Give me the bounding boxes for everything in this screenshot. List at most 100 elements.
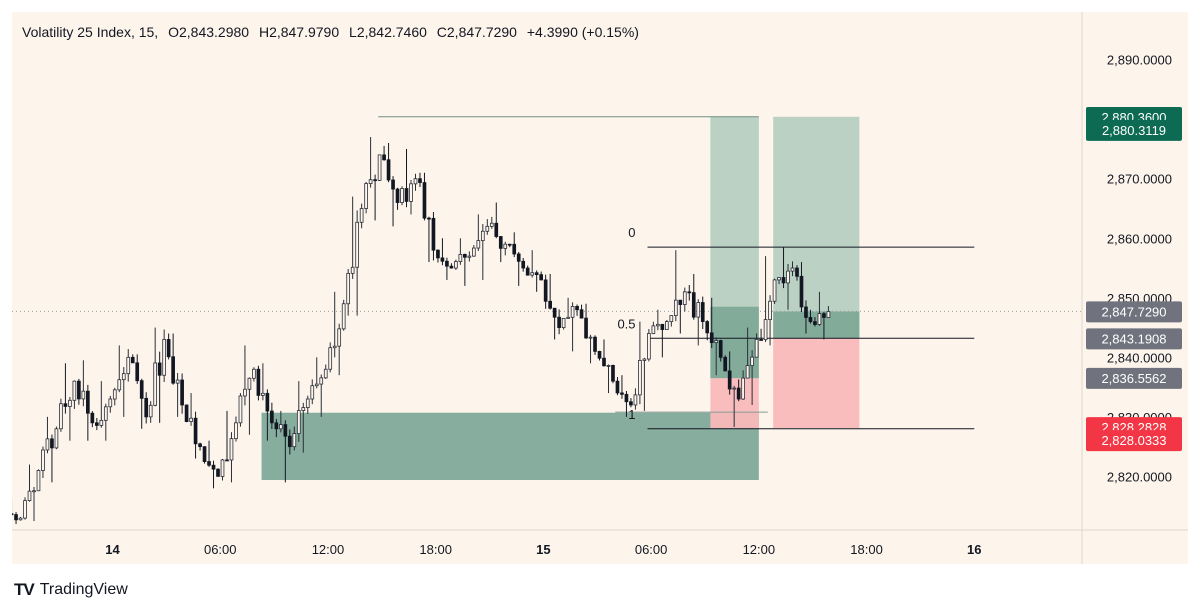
legend-symbol[interactable]: Volatility 25 Index, 15, bbox=[22, 24, 159, 40]
candle-body bbox=[611, 364, 615, 382]
candle-body bbox=[373, 179, 377, 182]
candle-body bbox=[808, 317, 813, 323]
candle-body bbox=[202, 446, 207, 462]
candle-body bbox=[364, 183, 368, 209]
candle-body bbox=[588, 336, 593, 339]
candle-body bbox=[485, 225, 490, 232]
candle-body bbox=[561, 317, 566, 328]
candle-body bbox=[552, 307, 557, 318]
candle-body bbox=[489, 222, 494, 227]
candle-body bbox=[660, 323, 665, 330]
candle-body bbox=[148, 404, 153, 418]
candle-body bbox=[287, 435, 292, 448]
candle-body bbox=[36, 470, 41, 492]
candle-body bbox=[296, 410, 301, 435]
candle-body bbox=[350, 266, 355, 274]
tradingview-name: TradingView bbox=[39, 581, 128, 598]
candle-body bbox=[216, 468, 220, 477]
candle-body bbox=[431, 217, 436, 251]
candle-body bbox=[314, 383, 319, 387]
candle-body bbox=[319, 377, 324, 385]
candle-body bbox=[157, 362, 162, 376]
candle-body bbox=[59, 403, 63, 430]
candle-body bbox=[292, 433, 297, 448]
candle-body bbox=[265, 392, 270, 412]
candle-body bbox=[341, 303, 346, 330]
candle-body bbox=[126, 356, 131, 375]
candle-body bbox=[530, 272, 535, 276]
candle-body bbox=[584, 317, 588, 339]
position-stop-zone bbox=[773, 338, 860, 429]
candle-body bbox=[682, 291, 687, 305]
price-tag-badge bbox=[1086, 328, 1182, 350]
candle-body bbox=[763, 319, 768, 341]
candle-body bbox=[647, 333, 651, 360]
fib-level-label: 0.5 bbox=[617, 316, 635, 331]
tradingview-brand[interactable]: TV TradingView bbox=[14, 580, 128, 600]
chart-area[interactable]: 0 0.5 1 2,890.0000 2,870.0000 2,860.0000 2,850… bbox=[12, 12, 1188, 564]
candle-body bbox=[261, 392, 265, 396]
candle-body bbox=[570, 306, 575, 318]
candle-body bbox=[171, 356, 175, 384]
x-tick-label: 18:00 bbox=[850, 542, 883, 557]
candle-body bbox=[409, 183, 413, 202]
y-tick-label: 2,870.0000 bbox=[1107, 172, 1172, 187]
candle-body bbox=[189, 417, 193, 422]
x-tick-label: 14 bbox=[105, 542, 120, 557]
candle-body bbox=[72, 380, 77, 401]
candle-body bbox=[243, 388, 247, 397]
candle-body bbox=[391, 179, 395, 190]
candle-body bbox=[548, 300, 552, 309]
candle-body bbox=[476, 240, 481, 249]
candle-body bbox=[750, 356, 754, 367]
candle-body bbox=[103, 406, 108, 421]
price-chart[interactable]: 00.512,890.00002,870.00002,860.00002,850… bbox=[12, 12, 1188, 564]
candle-body bbox=[54, 428, 59, 449]
candle-body bbox=[193, 417, 198, 445]
candle-body bbox=[494, 222, 499, 237]
candle-body bbox=[121, 373, 126, 381]
candle-body bbox=[463, 253, 467, 258]
candle-body bbox=[651, 325, 656, 334]
candle-body bbox=[139, 380, 144, 399]
candle-body bbox=[512, 243, 517, 255]
candle-body bbox=[759, 339, 763, 341]
candle-body bbox=[467, 255, 472, 258]
legend-low: L2,842.7460 bbox=[349, 24, 427, 40]
candle-body bbox=[673, 299, 678, 317]
candle-body bbox=[629, 401, 633, 406]
candle-body bbox=[359, 208, 364, 223]
x-tick-label: 12:00 bbox=[743, 542, 776, 557]
candle-body bbox=[615, 380, 620, 394]
candle-body bbox=[427, 217, 431, 220]
candle-body bbox=[795, 267, 799, 277]
candle-body bbox=[772, 279, 777, 302]
candle-body bbox=[790, 267, 795, 272]
legend-open: O2,843.2980 bbox=[168, 24, 250, 40]
candle-body bbox=[94, 422, 99, 426]
candle-body bbox=[274, 422, 279, 430]
candle-body bbox=[777, 277, 781, 281]
y-tick-label: 2,860.0000 bbox=[1107, 231, 1172, 246]
y-tick-label: 2,890.0000 bbox=[1107, 53, 1172, 68]
candle-body bbox=[786, 270, 790, 284]
candle-body bbox=[225, 459, 229, 462]
candle-body bbox=[14, 514, 18, 521]
candle-body bbox=[754, 339, 759, 358]
candle-body bbox=[207, 461, 211, 466]
x-tick-label: 06:00 bbox=[204, 542, 237, 557]
candle-body bbox=[736, 387, 741, 400]
candle-body bbox=[112, 389, 117, 400]
candle-body bbox=[377, 154, 382, 181]
candle-body bbox=[516, 253, 521, 262]
candle-body bbox=[395, 188, 400, 203]
candle-body bbox=[606, 364, 611, 367]
x-tick-label: 18:00 bbox=[419, 542, 452, 557]
candle-body bbox=[593, 336, 597, 352]
candle-body bbox=[781, 277, 786, 284]
legend-high: H2,847.9790 bbox=[258, 24, 340, 40]
candle-body bbox=[665, 321, 669, 330]
candle-body bbox=[539, 274, 544, 281]
candle-body bbox=[633, 394, 638, 406]
candle-body bbox=[413, 178, 418, 185]
